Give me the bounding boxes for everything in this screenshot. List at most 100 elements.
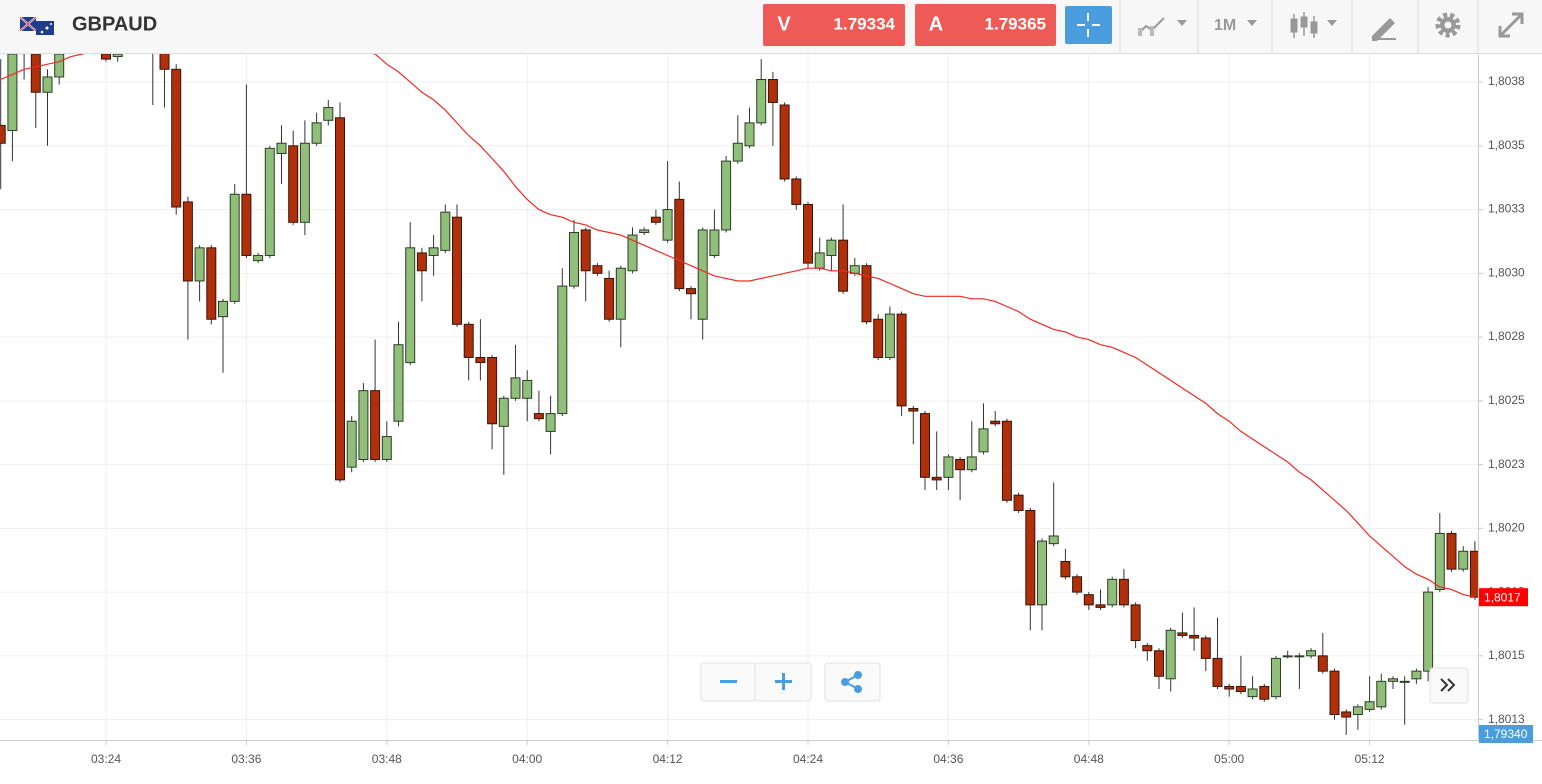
- candle-body: [54, 54, 65, 78]
- candle-body: [101, 54, 111, 60]
- candle-body: [1025, 509, 1036, 606]
- indicator-button[interactable]: [1137, 17, 1187, 36]
- candle-body: [241, 193, 252, 256]
- candle-body: [709, 229, 720, 256]
- candle-body: [1154, 650, 1164, 677]
- candle-body: [686, 288, 696, 295]
- candle-body: [1411, 670, 1422, 680]
- candle-body: [861, 265, 872, 323]
- candle-body: [639, 229, 650, 234]
- candle-body: [920, 413, 930, 478]
- sell-button[interactable]: [763, 4, 905, 46]
- sell-label: V: [777, 13, 791, 35]
- candle-body: [522, 379, 533, 399]
- candle-body: [7, 54, 18, 132]
- candle-body: [1142, 645, 1153, 652]
- candle-body: [428, 247, 439, 256]
- candle-body: [803, 203, 813, 264]
- candle-body: [1434, 532, 1445, 591]
- candle-body: [463, 323, 474, 358]
- moving-average-line: [0, 54, 1476, 598]
- candle-body: [358, 390, 369, 460]
- candle-body: [510, 377, 521, 399]
- quote-tag: [1479, 725, 1533, 743]
- candle-body: [112, 54, 123, 58]
- candle-body: [475, 356, 486, 364]
- candle-body: [674, 198, 685, 290]
- candle-body: [990, 420, 1001, 425]
- y-tick-label: 1,8020: [1488, 521, 1525, 535]
- flag: [19, 16, 54, 35]
- chart-type-button[interactable]: [1290, 12, 1337, 38]
- candle-body: [1212, 657, 1223, 687]
- buy-price: 1.79365: [985, 14, 1046, 33]
- candle-body: [978, 428, 989, 453]
- candle-body: [650, 216, 661, 223]
- timeframe: 1M: [1214, 17, 1236, 34]
- candle-body: [1282, 655, 1293, 658]
- candle-body: [1364, 701, 1375, 710]
- last-price-tag: [1479, 588, 1528, 607]
- candle-body: [206, 247, 217, 320]
- candle-body: [1341, 711, 1352, 718]
- x-tick-label: 03:36: [231, 752, 261, 766]
- candle-body: [1423, 591, 1434, 672]
- candle-body: [1118, 578, 1129, 606]
- buy-label: A: [929, 13, 943, 35]
- candle-body: [323, 107, 334, 121]
- timeframe-button[interactable]: 1M: [1214, 17, 1257, 34]
- candle-body: [1048, 535, 1059, 545]
- y-tick-label: 1,8015: [1488, 648, 1525, 662]
- candle-body: [1458, 550, 1469, 570]
- x-tick-label: 03:48: [372, 752, 402, 766]
- candle-body: [159, 54, 170, 70]
- candle-body: [1235, 685, 1246, 693]
- plot: [0, 54, 1478, 735]
- candle-body: [615, 267, 626, 320]
- share-button[interactable]: [824, 662, 881, 702]
- candle-body: [896, 313, 907, 407]
- settings-button[interactable]: [1435, 12, 1461, 38]
- candle-body: [1083, 594, 1094, 606]
- candle-body: [1013, 494, 1024, 511]
- candle-body: [1376, 680, 1387, 708]
- fullscreen-button[interactable]: [1498, 12, 1524, 38]
- candle-body: [276, 142, 287, 154]
- quote-tag-label: 1,79340: [1484, 727, 1528, 741]
- candle-body: [604, 277, 615, 320]
- candle-body: [1247, 688, 1258, 698]
- zoom-out-button[interactable]: [700, 662, 756, 702]
- crosshair-button[interactable]: [1065, 6, 1112, 44]
- zoom-in-button[interactable]: [754, 662, 812, 702]
- candle-body: [440, 211, 451, 251]
- candle-body: [194, 247, 205, 282]
- candle-body: [370, 390, 381, 460]
- candle-body: [592, 265, 603, 274]
- last-price-label: 1,8017: [1484, 590, 1521, 604]
- candle-body: [580, 229, 591, 272]
- candle-body: [299, 142, 310, 223]
- y-tick-label: 1,8038: [1488, 74, 1525, 88]
- candle-body: [931, 476, 942, 481]
- candle-body: [838, 239, 849, 292]
- candle-body: [884, 313, 895, 358]
- candle-body: [545, 413, 556, 432]
- candle-body: [1446, 532, 1457, 570]
- candle-body: [1001, 420, 1012, 501]
- draw-tool-button[interactable]: [1372, 18, 1396, 41]
- toolbar-separators: [1119, 0, 1479, 53]
- buy-button[interactable]: [915, 4, 1056, 46]
- scroll-right-button[interactable]: [1429, 667, 1469, 704]
- sell-price: 1.79334: [834, 14, 896, 33]
- x-tick-label: 04:12: [653, 752, 683, 766]
- candle-body: [1165, 629, 1176, 680]
- candle-body: [826, 239, 837, 256]
- x-tick-label: 03:24: [91, 752, 121, 766]
- candle-body: [1177, 632, 1188, 636]
- candle-body: [229, 193, 240, 302]
- symbol: GBPAUD: [72, 13, 157, 35]
- candle-body: [1130, 604, 1141, 642]
- candle-body: [487, 356, 498, 425]
- candle-body: [943, 456, 954, 478]
